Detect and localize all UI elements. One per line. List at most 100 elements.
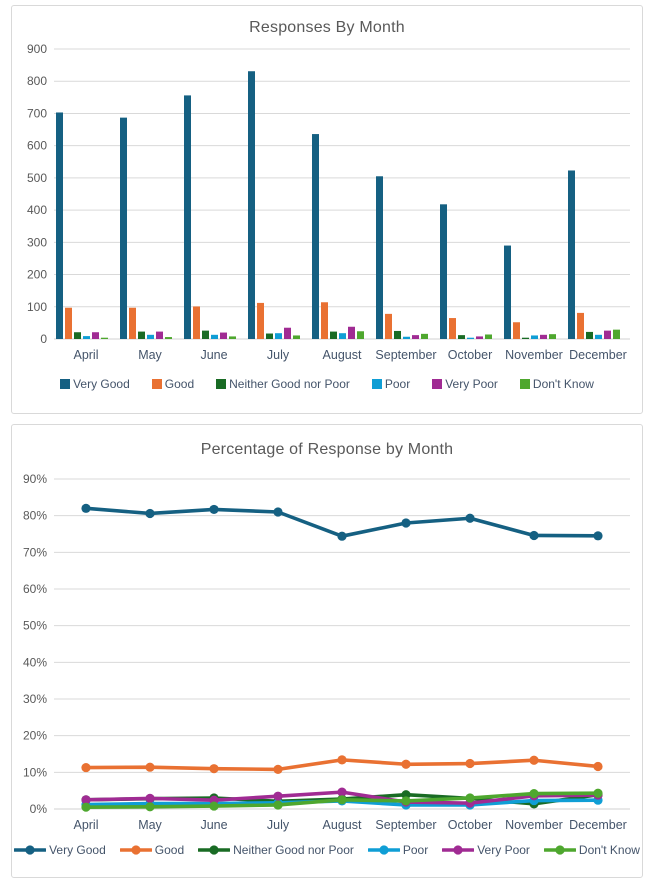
data-point-marker	[145, 793, 155, 803]
x-category-label: November	[505, 348, 563, 362]
bar	[568, 170, 575, 339]
data-point-marker	[273, 507, 283, 517]
y-tick-label: 900	[27, 42, 47, 56]
data-point-marker	[529, 789, 539, 799]
legend-label: Don't Know	[578, 843, 640, 857]
legend-line-marker-icon	[543, 845, 576, 855]
bar	[421, 333, 428, 339]
bar	[586, 331, 593, 339]
y-tick-label: 200	[27, 268, 47, 282]
legend-label: Good	[164, 377, 195, 391]
bar	[193, 306, 200, 339]
bar-chart-title: Responses By Month	[249, 19, 405, 36]
line-chart-legend: Very Good Good Neither Good nor Poor Poor Ve…	[12, 843, 642, 857]
bar	[74, 332, 81, 339]
bar	[120, 117, 127, 339]
data-point-marker	[81, 762, 91, 773]
bar	[266, 333, 273, 339]
bar	[321, 302, 328, 339]
y-tick-label: 400	[27, 203, 47, 217]
x-category-label: December	[569, 818, 627, 832]
bar	[357, 331, 364, 339]
bar	[440, 204, 447, 339]
data-point-marker	[337, 787, 347, 797]
bar	[138, 331, 145, 339]
bar	[467, 337, 474, 339]
legend-line-marker-icon	[198, 845, 231, 855]
bar-chart-legend: Very Good Good Neither Good nor Poor Poor Ve…	[12, 377, 642, 391]
y-tick-label: 20%	[23, 729, 47, 743]
data-point-marker	[401, 518, 411, 528]
x-category-label: October	[448, 348, 492, 362]
bar	[229, 336, 236, 339]
x-category-label: June	[200, 818, 227, 832]
bar	[202, 330, 209, 339]
legend-line-marker-icon	[367, 845, 400, 855]
x-category-label: April	[73, 818, 98, 832]
x-category-label: July	[267, 348, 290, 362]
data-point-marker	[81, 795, 91, 805]
legend-swatch-icon	[151, 379, 162, 389]
bar	[147, 334, 154, 339]
bar	[312, 134, 319, 339]
bar	[129, 307, 136, 339]
bar	[165, 337, 172, 339]
data-point-marker	[337, 531, 347, 541]
x-category-label: May	[138, 348, 162, 362]
legend-label: Very Good	[49, 843, 106, 857]
x-category-label: June	[200, 348, 227, 362]
bar	[376, 176, 383, 339]
legend-swatch-icon	[60, 379, 71, 389]
data-point-marker	[337, 755, 347, 765]
data-point-marker	[209, 504, 219, 515]
bar	[275, 333, 282, 339]
data-point-marker	[401, 796, 411, 806]
y-tick-label: 70%	[23, 545, 47, 559]
line-chart-plot: 0% 10% 20% 30% 40% 50% 60% 70% 80% 90% April May Jun…	[23, 472, 630, 832]
legend-swatch-icon	[216, 379, 227, 389]
y-tick-label: 80%	[23, 509, 47, 523]
legend-swatch-icon	[432, 379, 443, 389]
bar	[403, 336, 410, 339]
data-point-marker	[81, 802, 91, 812]
data-point-marker	[209, 801, 219, 811]
x-category-label: April	[73, 348, 98, 362]
bar	[394, 330, 401, 339]
bar	[56, 112, 63, 339]
data-point-marker	[145, 508, 155, 519]
data-point-marker	[273, 800, 283, 810]
bar	[595, 334, 602, 339]
legend-item: Good	[151, 377, 195, 391]
y-tick-label: 30%	[23, 692, 47, 706]
y-tick-label: 10%	[23, 765, 47, 779]
bar	[92, 332, 99, 339]
data-point-marker	[401, 759, 411, 769]
y-tick-label: 50%	[23, 619, 47, 633]
bar	[522, 337, 529, 339]
legend-label: Very Poor	[445, 377, 498, 391]
bar	[257, 302, 264, 339]
bar	[549, 334, 556, 339]
legend-item: Very Poor	[442, 843, 530, 857]
bar	[513, 322, 520, 339]
bar	[284, 327, 291, 339]
legend-item: Very Good	[60, 377, 130, 391]
y-tick-label: 600	[27, 139, 47, 153]
y-tick-label: 700	[27, 106, 47, 120]
bar	[412, 335, 419, 339]
data-point-marker	[529, 530, 539, 541]
bar	[348, 326, 355, 339]
legend-label: Neither Good nor Poor	[233, 843, 354, 857]
data-point-marker	[81, 503, 91, 513]
legend-swatch-icon	[519, 379, 530, 389]
legend-item: Don't Know	[519, 377, 594, 391]
data-point-marker	[465, 758, 475, 769]
legend-line-marker-icon	[14, 845, 47, 855]
bar	[613, 329, 620, 339]
bar	[211, 334, 218, 339]
y-tick-label: 40%	[23, 655, 47, 669]
x-category-label: December	[569, 348, 627, 362]
y-tick-label: 300	[27, 235, 47, 249]
bar	[449, 318, 456, 339]
x-category-label: September	[375, 818, 436, 832]
